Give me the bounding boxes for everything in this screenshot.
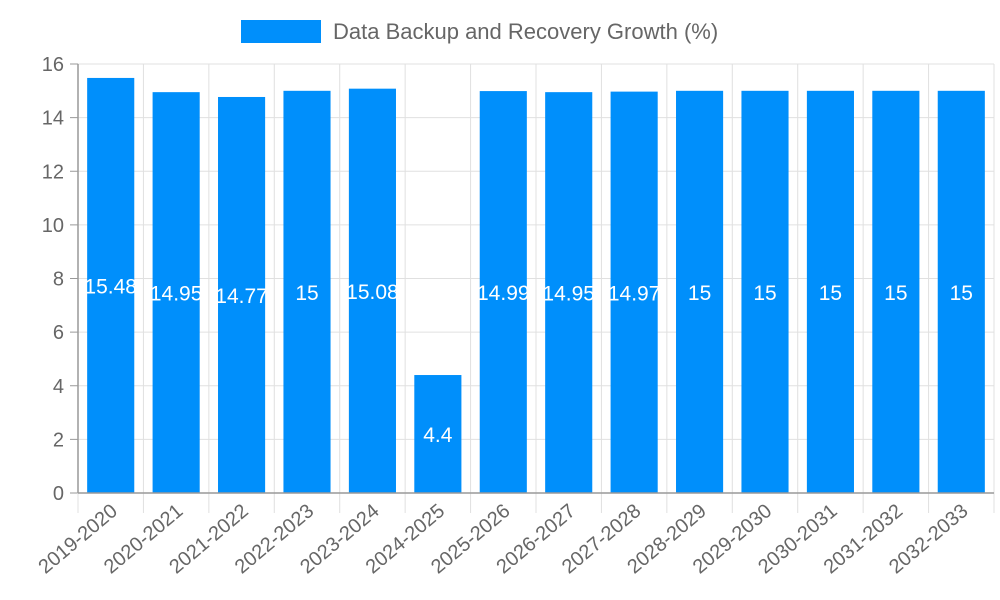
bar-2019-2020[interactable]: 15.48: [84, 77, 137, 493]
bar-value-label: 15: [688, 282, 711, 305]
bars: 15.48 14.95 14.77 15 15.08 4.4 14.99 14.95 14.97…: [84, 77, 985, 494]
bar-2023-2024[interactable]: 15.08: [346, 88, 399, 493]
y-tick-label: 2: [53, 429, 64, 451]
bar-2021-2022[interactable]: 14.77: [215, 96, 268, 494]
bar-value-label: 4.4: [423, 424, 453, 447]
bar-value-label: 14.97: [608, 282, 661, 305]
bar-2025-2026[interactable]: 14.99: [477, 91, 530, 493]
bar-value-label: 15.08: [346, 281, 399, 304]
bar-value-label: 15: [295, 282, 318, 305]
bar-2030-2031[interactable]: 15: [806, 90, 854, 493]
legend[interactable]: Data Backup and Recovery Growth (%): [241, 19, 718, 44]
legend-swatch: [241, 20, 321, 43]
bar-value-label: 15: [884, 282, 907, 305]
bar-2032-2033[interactable]: 15: [937, 90, 985, 493]
bar-value-label: 15: [753, 282, 776, 305]
bar-2027-2028[interactable]: 14.97: [608, 91, 661, 493]
bar-value-label: 15: [950, 282, 973, 305]
y-tick-label: 8: [53, 269, 64, 291]
bar-2031-2032[interactable]: 15: [872, 90, 920, 493]
bar-value-label: 14.95: [542, 283, 595, 306]
bar-value-label: 14.99: [477, 282, 530, 305]
legend-label: Data Backup and Recovery Growth (%): [333, 19, 718, 44]
bar-value-label: 15.48: [84, 275, 137, 298]
y-tick-label: 6: [53, 322, 64, 344]
bar-value-label: 14.77: [215, 285, 268, 308]
bar-value-label: 14.95: [150, 283, 203, 306]
bar-2026-2027[interactable]: 14.95: [542, 92, 595, 493]
y-tick-label: 14: [42, 108, 64, 130]
bar-2028-2029[interactable]: 15: [676, 90, 724, 493]
bar-2022-2023[interactable]: 15: [283, 90, 331, 493]
y-tick-label: 16: [42, 54, 64, 76]
bar-2029-2030[interactable]: 15: [741, 90, 789, 493]
bar-2024-2025[interactable]: 4.4: [414, 375, 462, 493]
y-tick-label: 4: [53, 376, 64, 398]
y-tick-label: 0: [53, 483, 64, 505]
bar-value-label: 15: [819, 282, 842, 305]
bar-2020-2021[interactable]: 14.95: [150, 92, 203, 493]
grid-lines: [77, 63, 995, 494]
y-tick-label: 12: [42, 161, 64, 183]
y-tick-label: 10: [42, 215, 64, 237]
